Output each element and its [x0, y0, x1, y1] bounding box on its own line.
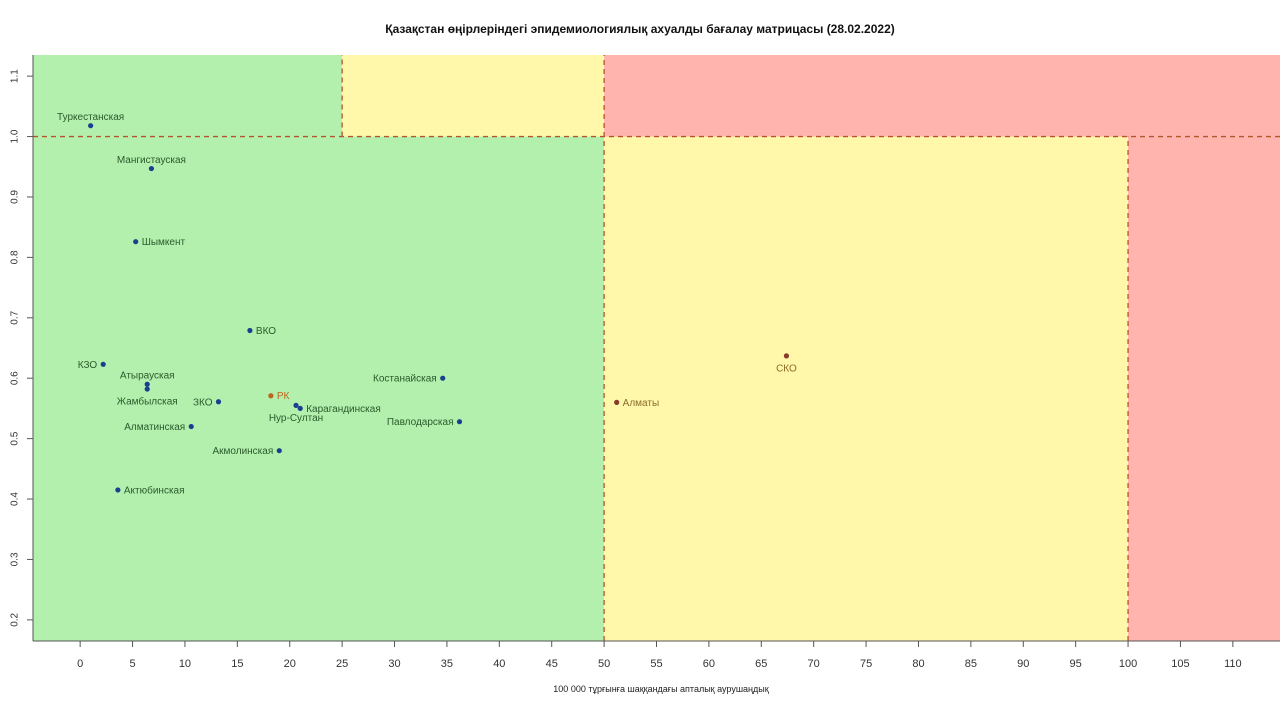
data-point [115, 487, 121, 493]
x-tick-label: 80 [912, 658, 924, 670]
risk-zone-2 [342, 55, 605, 137]
risk-zone-0 [33, 136, 605, 641]
y-tick-label: 1.1 [10, 69, 21, 83]
data-point [188, 423, 194, 430]
data-label: Актюбинская [124, 484, 185, 496]
data-point [293, 402, 299, 408]
data-point [215, 399, 222, 405]
x-tick-label: 45 [546, 658, 558, 670]
data-point [456, 419, 463, 425]
data-label: СКО [776, 363, 797, 374]
data-point [88, 123, 94, 129]
data-label: Нур-Султан [269, 413, 323, 424]
axes: 0 5 10 15 20 25 30 35 40 45 50 55 60 65 70 75 80 85 90 95 10… [10, 55, 1280, 670]
threshold-lines [33, 55, 1280, 641]
data-label: Акмолинская [212, 446, 273, 457]
data-label: Алматы [623, 398, 660, 409]
x-tick-label: 0 [77, 658, 83, 670]
data-label: ВКО [256, 326, 276, 337]
data-point [144, 381, 150, 387]
y-tick-label: 0.4 [10, 492, 21, 506]
data-label: Туркестанская [57, 112, 124, 123]
risk-zone-3 [604, 136, 1129, 641]
data-label: Атырауская [120, 371, 175, 382]
x-tick-label: 100 [1119, 658, 1137, 670]
x-tick-label: 5 [129, 658, 135, 670]
y-tick-label: 0.7 [10, 310, 21, 324]
data-point [297, 405, 303, 412]
x-tick-label: 70 [808, 658, 820, 670]
x-tick-label: 95 [1070, 658, 1082, 670]
data-label: Мангистауская [117, 155, 186, 166]
data-point [247, 327, 253, 334]
data-label: КЗО [78, 360, 98, 371]
data-point [100, 361, 106, 367]
data-point [133, 239, 139, 245]
y-tick-label: 0.9 [10, 190, 21, 204]
risk-zone-1 [33, 55, 343, 137]
x-axis-label: 100 000 тұрғынға шаққандағы апталық ауру… [553, 684, 769, 694]
y-tick-label: 0.6 [10, 371, 21, 385]
x-tick-label: 90 [1017, 658, 1029, 670]
risk-zone-5 [1128, 136, 1280, 641]
x-tick-label: 20 [284, 658, 296, 670]
data-point [276, 448, 282, 454]
data-label: Костанайская [373, 374, 437, 385]
data-point [614, 399, 620, 405]
data-points: Туркестанская Мангистауская Шымкент ВКО КЗО А… [57, 112, 797, 496]
x-tick-label: 40 [493, 658, 505, 670]
data-label: ЗКО [193, 397, 213, 408]
x-tick-label: 30 [388, 658, 400, 670]
chart-title: Қазақстан өңірлеріндегі эпидемиологиялық… [385, 22, 895, 36]
risk-zone-4 [604, 55, 1280, 137]
y-tick-label: 0.8 [10, 250, 21, 264]
x-tick-label: 55 [650, 658, 662, 670]
data-point [440, 375, 446, 381]
x-tick-label: 15 [231, 658, 243, 670]
x-tick-label: 105 [1171, 658, 1189, 670]
x-tick-label: 110 [1224, 658, 1242, 670]
x-tick-label: 60 [703, 658, 715, 670]
data-point [783, 353, 790, 359]
data-label: РК [277, 391, 290, 402]
data-label: Шымкент [142, 237, 186, 248]
x-tick-label: 25 [336, 658, 348, 670]
x-tick-label: 75 [860, 658, 872, 670]
data-label: Алматинская [124, 422, 185, 433]
data-label: Павлодарская [387, 417, 454, 428]
x-tick-label: 50 [598, 658, 610, 670]
x-tick-label: 85 [965, 658, 977, 670]
y-tick-label: 0.5 [10, 431, 21, 445]
data-label: Карагандинская [306, 404, 381, 415]
x-tick-label: 35 [441, 658, 453, 670]
data-point [268, 393, 274, 399]
x-tick-label: 65 [755, 658, 767, 670]
y-tick-label: 0.3 [10, 552, 21, 566]
risk-zones [33, 55, 1280, 641]
data-point [144, 386, 150, 392]
y-tick-label: 1.0 [10, 129, 21, 143]
y-tick-label: 0.2 [10, 612, 21, 626]
data-point [148, 165, 155, 172]
data-label: Жамбылская [117, 396, 178, 408]
x-tick-label: 10 [179, 658, 191, 670]
